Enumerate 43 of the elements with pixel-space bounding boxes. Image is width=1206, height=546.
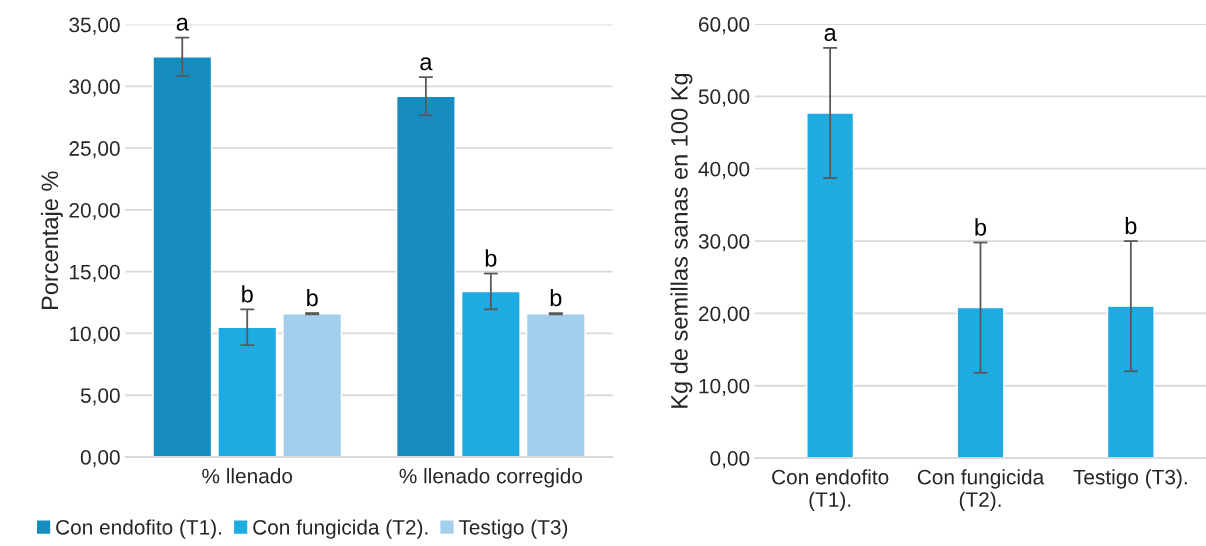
bar (956, 306, 1005, 459)
data-label: b (1125, 216, 1137, 235)
y-tick-label: 30,00 (69, 79, 120, 97)
y-tick-label: 60,00 (699, 17, 750, 35)
y-tick-label: 0,00 (710, 451, 750, 469)
y-tick-label: 15,00 (70, 264, 120, 282)
legend-label: Con fungicida (T2). (253, 519, 428, 539)
y-tick-label: 40,00 (698, 161, 750, 179)
data-label: b (975, 218, 987, 236)
x-tick-label: % llenado (202, 468, 293, 484)
data-label: b (242, 285, 253, 303)
y-tick-label: 35,00 (69, 17, 120, 35)
y-tick-label: 10,00 (70, 326, 120, 344)
y-tick-label: 20,00 (69, 202, 120, 221)
y-tick-label: 20,00 (699, 306, 750, 324)
data-label: a (176, 17, 189, 31)
legend-label: Testigo (T3) (458, 519, 568, 539)
x-tick-label: Testigo (T3). (1073, 469, 1187, 489)
y-tick-label: 25,00 (69, 141, 120, 159)
y-axis-title: Porcentaje % (40, 171, 63, 310)
x-tick-label: % llenado corregido (399, 468, 583, 488)
y-tick-label: 50,00 (698, 89, 750, 107)
bar (395, 95, 456, 457)
y-tick-label: 30,00 (698, 234, 750, 252)
bar (806, 112, 855, 459)
y-axis-title: Kg de semillas sanas en 100 Kg (670, 73, 693, 408)
bar (152, 55, 213, 457)
x-tick-label: Con fungicida (T2). (917, 469, 1045, 512)
y-tick-label: 5,00 (80, 388, 120, 406)
data-label: a (824, 28, 837, 42)
bar (1106, 305, 1155, 459)
data-label: b (307, 288, 318, 307)
data-label: b (485, 249, 497, 267)
x-tick-label: Con endofito (T1). (772, 469, 889, 512)
bar (460, 290, 521, 457)
bar (282, 312, 343, 457)
bar (217, 326, 278, 457)
bar (525, 312, 586, 457)
legend-label: Con endofito (T1). (56, 519, 222, 539)
y-tick-label: 10,00 (699, 378, 750, 396)
y-tick-label: 0,00 (80, 450, 120, 468)
data-label: b (550, 288, 562, 307)
data-label: a (420, 57, 433, 71)
